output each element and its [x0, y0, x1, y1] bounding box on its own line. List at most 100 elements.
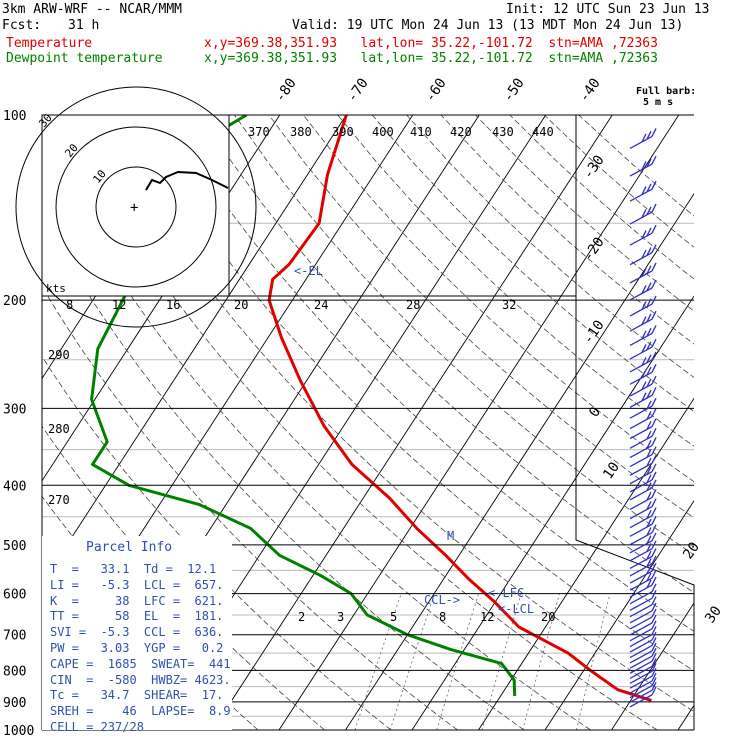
wind-barb-staff	[629, 660, 653, 674]
theta-e-label: 380	[290, 125, 312, 139]
isotherm-line	[212, 115, 613, 730]
temperature-legend-label: Temperature	[6, 36, 93, 51]
dry-adiabat	[337, 115, 694, 447]
wind-barb-flag	[651, 667, 657, 677]
parcel-info-row: Tc = 34.7 SHEAR= 17.	[50, 688, 224, 703]
valid-time: Valid: 19 UTC Mon 24 Jun 13 (13 MDT Mon …	[292, 18, 684, 33]
ccl-label: CCL->	[424, 593, 460, 607]
wind-barb	[629, 614, 657, 636]
wind-barb-flag	[646, 491, 652, 501]
hodograph-kts-label: kts	[46, 282, 66, 295]
wind-barb-staff	[629, 685, 653, 699]
wind-barb-staff	[629, 540, 653, 554]
wind-barb-flag	[646, 501, 652, 510]
isotherm-label: -60	[422, 75, 450, 105]
wind-barb-flag	[651, 507, 657, 516]
mixing-ratio-label: 20	[541, 610, 555, 624]
wind-barb-staff	[629, 555, 653, 570]
wind-barb-flag	[646, 158, 652, 168]
wind-barb-flag	[646, 535, 652, 544]
pressure-tick-label: 900	[3, 696, 26, 711]
wind-barb-flag	[641, 344, 647, 353]
mixing-ratio-label: 8	[439, 610, 446, 624]
wind-barb-flag	[651, 620, 657, 630]
wind-barb-flag	[641, 161, 647, 170]
wind-barb-flag	[646, 430, 652, 440]
mixing-ratio-label: 8	[66, 298, 73, 312]
wind-barb-staff	[629, 454, 653, 468]
isotherm-line	[345, 193, 694, 730]
wind-barb-staff	[629, 622, 653, 636]
wind-barb-staff	[629, 496, 653, 511]
wind-barb-flag	[641, 316, 647, 325]
wind-barb-staff	[629, 650, 653, 664]
wind-barb-flag	[651, 569, 657, 579]
wind-barb-flag	[651, 532, 657, 542]
wind-barb-flag	[641, 285, 647, 294]
wind-barb-staff	[629, 405, 653, 419]
dry-adiabat	[406, 115, 694, 378]
wind-barb-flag	[651, 590, 657, 599]
wind-barb-flag	[651, 295, 657, 305]
wind-barb-flag	[651, 203, 657, 213]
parcel-info-row: T = 33.1 Td = 12.1	[50, 562, 217, 576]
wind-barb-flag	[651, 663, 657, 672]
wind-barb	[629, 576, 657, 598]
wind-barb-flag	[651, 375, 657, 385]
pressure-tick-label: 200	[3, 294, 26, 309]
wind-barb-staff	[629, 462, 653, 476]
barb-legend-value: 5 m s	[643, 97, 674, 108]
wind-barb-staff	[629, 665, 653, 679]
wind-barb-staff	[629, 655, 653, 669]
wind-barb-flag	[651, 583, 657, 593]
wind-barb-flag	[651, 686, 657, 696]
wind-barb-staff	[629, 645, 653, 659]
dry-adiabat	[130, 115, 694, 672]
wind-barb-flag	[651, 262, 657, 272]
theta-e-label: 410	[410, 125, 432, 139]
wind-barb	[629, 658, 657, 679]
wind-barb-flag	[646, 313, 652, 323]
wind-barb-flag	[641, 330, 647, 340]
wind-barb-flag	[641, 369, 647, 378]
wind-barb-staff	[629, 232, 653, 246]
wind-barb-flag	[646, 282, 652, 291]
wind-barb-flag	[641, 392, 647, 402]
wind-barb	[629, 516, 657, 537]
wind-barb	[629, 224, 657, 246]
wind-barb-flag	[646, 527, 652, 536]
wind-barb-flag	[651, 653, 657, 662]
theta-e-label: 370	[248, 125, 270, 139]
wind-barb-flag	[651, 489, 657, 498]
mixing-ratio-label: 2	[298, 610, 305, 624]
wind-barb-staff	[629, 604, 653, 618]
wind-barb	[629, 682, 657, 703]
wind-barb-flag	[651, 455, 657, 464]
m-label: M	[447, 529, 454, 543]
wind-barb-flag	[646, 378, 652, 388]
wind-barb-staff	[629, 670, 653, 684]
hodograph-center: +	[130, 200, 138, 216]
wind-barb-flag	[646, 130, 652, 140]
wind-barb	[629, 387, 657, 408]
parcel-info-row: SVI = -5.3 CCL = 636.	[50, 625, 224, 640]
wind-barb	[629, 397, 657, 419]
wind-barb-staff	[629, 287, 653, 301]
wind-barb-staff	[629, 252, 653, 266]
wind-barb-staff	[629, 318, 653, 332]
wind-barb	[629, 489, 657, 511]
wind-barb-staff	[629, 371, 653, 385]
wind-barb-staff	[629, 628, 653, 642]
mixing-ratio-label: 16	[166, 298, 180, 312]
wind-barb-flag	[651, 682, 657, 691]
wind-barb-flag	[651, 446, 657, 455]
wind-barb	[629, 279, 657, 301]
wind-barb-flag	[651, 128, 657, 137]
wind-barb-staff	[629, 597, 653, 611]
wind-barb	[629, 455, 657, 476]
wind-barb-flag	[651, 180, 657, 190]
wind-barb-flag	[651, 596, 657, 605]
wind-barb-flag	[651, 471, 657, 481]
wind-barb	[629, 471, 657, 493]
